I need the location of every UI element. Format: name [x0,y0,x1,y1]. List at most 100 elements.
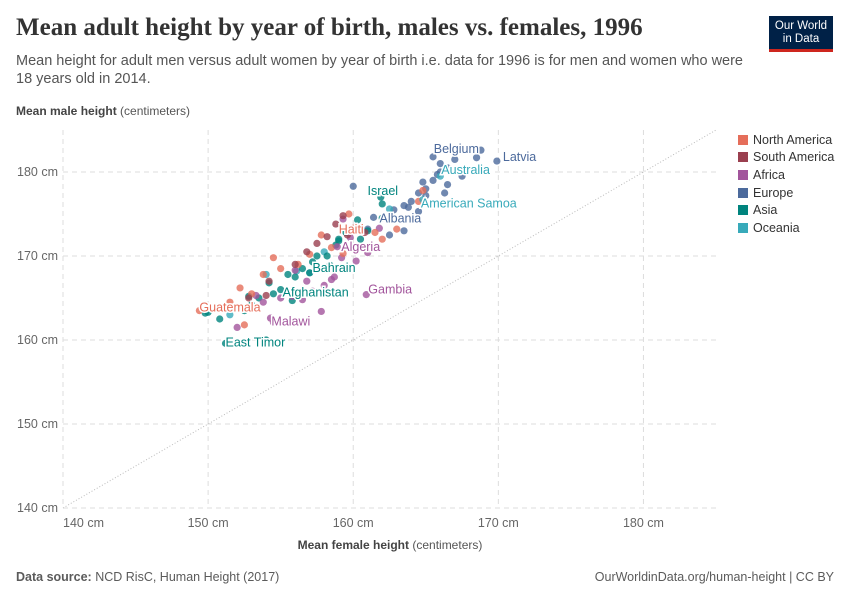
y-tick-label: 140 cm [17,501,58,515]
data-point [226,311,234,319]
point-label: Malawi [271,314,310,328]
data-point [477,146,485,154]
point-label: Afghanistan [283,286,349,300]
data-point [265,277,273,285]
y-label-unit: (centimeters) [120,104,191,118]
point-label: East Timor [226,335,286,349]
legend-item[interactable]: South America [738,149,834,167]
source-note: Data source: NCD RisC, Human Height (201… [16,570,279,584]
y-label-text: Mean male height [16,104,117,118]
point-label: Haiti [339,222,364,236]
data-point [429,153,437,161]
data-point [361,228,369,237]
x-tick-label: 160 cm [333,516,374,530]
data-point [303,277,311,285]
data-point [419,186,427,195]
data-point [288,292,296,300]
data-point [320,281,328,289]
legend-item[interactable]: Africa [738,166,834,184]
point-label: Bahrain [312,261,355,275]
data-point [240,307,248,315]
logo-line1: Our World [774,20,828,32]
source-text: NCD RisC, Human Height (2017) [95,570,280,584]
data-point [245,294,253,302]
data-point [407,197,415,205]
data-point [317,307,325,316]
data-point [343,231,352,239]
data-point [377,193,385,201]
legend-label: Asia [753,203,778,218]
data-point [419,196,427,204]
data-point [404,203,412,211]
data-point [349,224,357,232]
data-point [335,237,343,245]
y-tick-label: 150 cm [17,417,58,431]
data-point [441,189,449,197]
data-point [369,213,378,221]
data-point [262,336,270,344]
data-point [326,261,334,269]
data-point [303,248,311,256]
legend-label: Europe [753,185,794,200]
legend-label: Oceania [753,220,800,235]
data-point [362,291,370,299]
chart-subtitle: Mean height for adult men versus adult w… [16,53,743,87]
legend-label: North America [753,132,833,147]
data-point [364,249,372,257]
data-point [443,181,452,189]
y-tick-label: 170 cm [17,249,58,263]
data-point [317,231,325,239]
point-label: Israel [368,184,399,198]
point-label: Guatemala [199,301,260,315]
data-point [277,265,285,273]
data-point [378,200,386,208]
x-axis-label: Mean female height (centimeters) [0,538,780,552]
legend-label: South America [753,150,835,165]
data-point [327,244,336,252]
data-point [298,296,307,304]
data-point [248,301,256,309]
data-point [277,286,285,294]
data-point [339,249,347,258]
data-point [313,262,321,270]
data-point [195,307,204,315]
x-tick-label: 150 cm [188,516,229,530]
data-point [378,214,386,222]
legend-item[interactable]: Oceania [738,219,834,237]
data-point [345,210,353,218]
data-point [308,287,317,295]
legend: North America South America Africa Europe As… [738,131,834,237]
data-point [356,235,365,243]
data-point [277,294,285,302]
legend-swatch [738,152,748,163]
source-label: Data source: [16,570,92,584]
license-link[interactable]: OurWorldinData.org/human-height | CC BY [594,570,834,584]
data-point [429,202,437,210]
legend-item[interactable]: Europe [738,184,834,202]
owid-logo[interactable]: Our World in Data [769,16,833,52]
legend-swatch [738,134,748,145]
data-point [339,212,347,220]
data-point [291,260,299,268]
data-point [443,164,452,172]
data-point [313,239,321,247]
legend-item[interactable]: North America [738,131,834,149]
x-tick-label: 170 cm [478,516,519,530]
legend-label: Africa [753,167,785,182]
legend-swatch [738,222,748,233]
data-point [472,154,481,162]
logo-line2: in Data [782,33,820,45]
data-point [201,309,209,317]
data-point [306,269,314,277]
data-point [333,243,341,251]
point-label: Albania [380,211,422,225]
y-axis-label: Mean male height (centimeters) [16,104,190,118]
point-label: Algeria [341,240,380,254]
legend-item[interactable]: Asia [738,201,834,219]
data-point [429,176,437,184]
data-point [378,235,386,243]
data-point [313,252,321,260]
y-tick-label: 180 cm [17,165,58,179]
data-point [233,323,241,331]
data-point [414,207,423,216]
